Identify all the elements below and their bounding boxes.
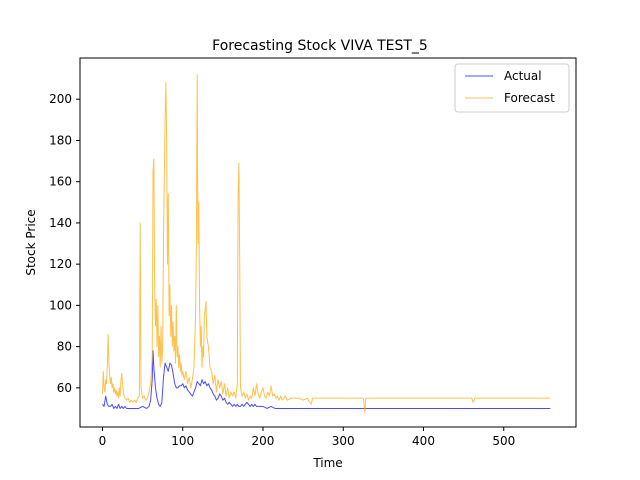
y-tick-label: 140 bbox=[49, 216, 72, 230]
x-tick-label: 200 bbox=[252, 434, 275, 448]
legend-label-forecast: Forecast bbox=[504, 91, 555, 105]
plot-frame bbox=[79, 57, 577, 428]
y-tick-label: 160 bbox=[49, 175, 72, 189]
y-tick-label: 120 bbox=[49, 257, 72, 271]
x-tick-label: 500 bbox=[492, 434, 515, 448]
x-axis-label: Time bbox=[312, 456, 342, 470]
x-tick-label: 100 bbox=[171, 434, 194, 448]
y-tick-label: 60 bbox=[57, 381, 72, 395]
series-line-actual bbox=[102, 350, 551, 409]
y-axis: 60 80 100 120 140 160 180 200 bbox=[49, 92, 80, 395]
y-tick-label: 100 bbox=[49, 298, 72, 312]
legend-label-actual: Actual bbox=[504, 69, 542, 83]
chart-title: Forecasting Stock VIVA TEST_5 bbox=[212, 38, 428, 54]
plot-area bbox=[101, 73, 551, 414]
y-axis-label: Stock Price bbox=[24, 209, 38, 275]
series-line-forecast bbox=[101, 73, 551, 414]
legend: Actual Forecast bbox=[454, 63, 570, 113]
x-tick-label: 300 bbox=[332, 434, 355, 448]
y-tick-label: 180 bbox=[49, 133, 72, 147]
x-tick-label: 400 bbox=[412, 434, 435, 448]
x-tick-label: 0 bbox=[99, 434, 107, 448]
x-axis: 0 100 200 300 400 500 bbox=[99, 427, 515, 448]
y-tick-label: 200 bbox=[49, 92, 72, 106]
y-tick-label: 80 bbox=[57, 340, 72, 354]
